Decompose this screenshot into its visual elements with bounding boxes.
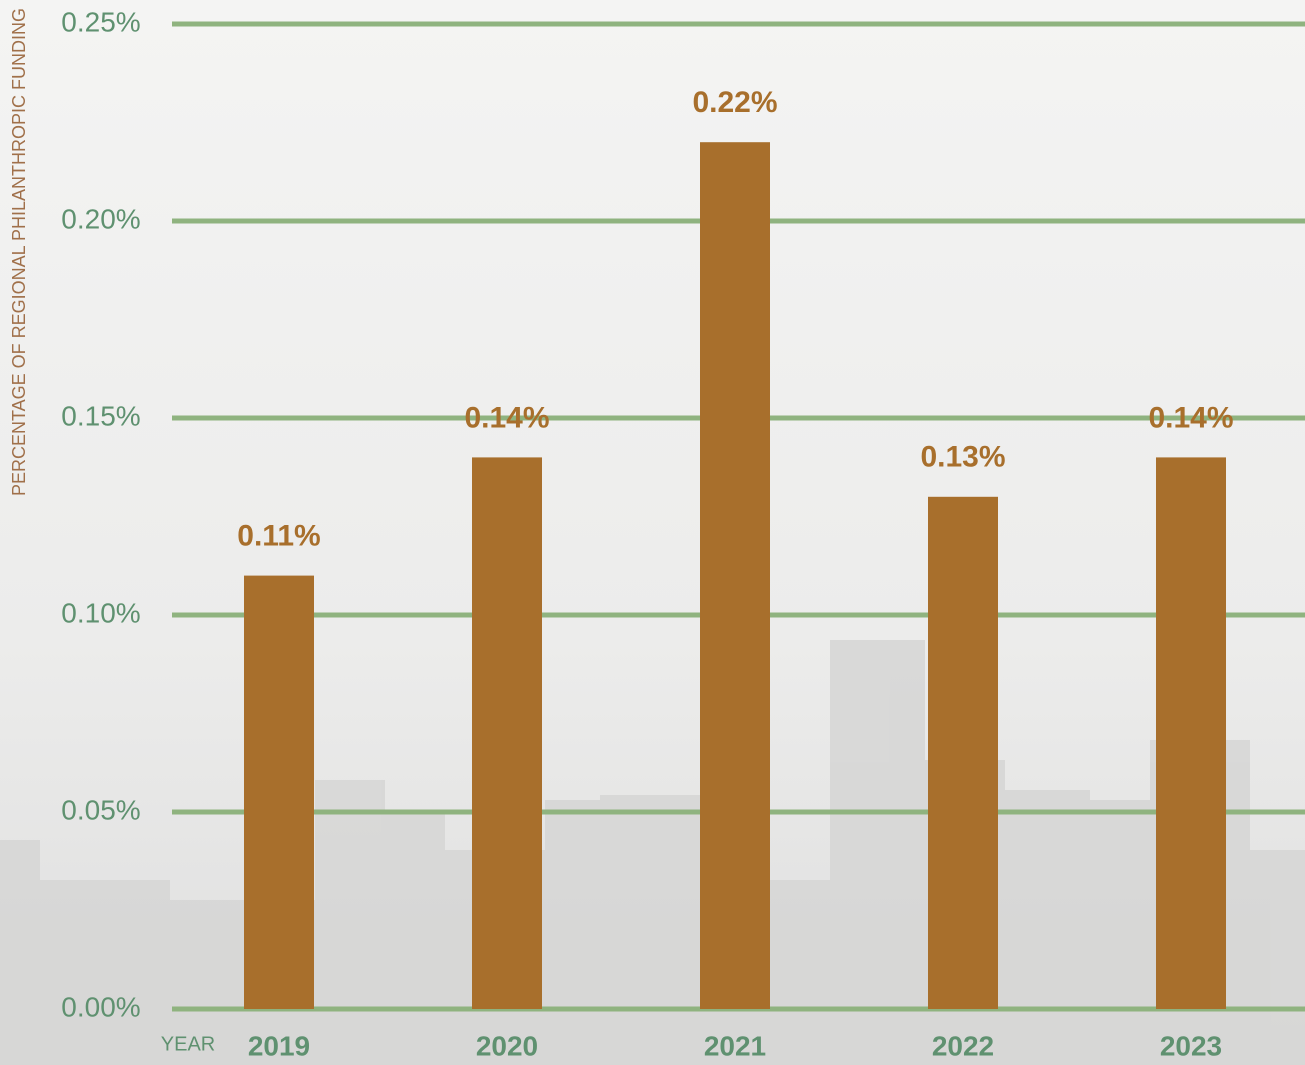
x-tick-label: 2020: [476, 1030, 538, 1061]
bar: [700, 142, 770, 1009]
x-tick-label: 2021: [704, 1030, 766, 1061]
x-tick-label: 2022: [932, 1030, 994, 1061]
value-label: 0.13%: [920, 441, 1005, 474]
bar: [928, 496, 998, 1009]
value-label: 0.14%: [464, 401, 549, 434]
x-tick-label: 2023: [1160, 1030, 1222, 1061]
y-tick-label: 0.05%: [61, 794, 140, 825]
value-label: 0.14%: [1148, 401, 1233, 434]
x-axis-label: YEAR: [161, 1033, 215, 1055]
bar: [244, 575, 314, 1009]
value-label: 0.22%: [692, 86, 777, 119]
y-tick-label: 0.20%: [61, 203, 140, 234]
y-tick-label: 0.15%: [61, 400, 140, 431]
y-tick-label: 0.00%: [61, 991, 140, 1022]
bar: [472, 457, 542, 1009]
y-tick-label: 0.25%: [61, 6, 140, 37]
y-tick-label: 0.10%: [61, 597, 140, 628]
value-label: 0.11%: [237, 520, 320, 553]
y-axis-label: PERCENTAGE OF REGIONAL PHILANTHROPIC FUN…: [9, 8, 29, 496]
x-tick-label: 2019: [248, 1030, 310, 1061]
bar: [1156, 457, 1226, 1009]
